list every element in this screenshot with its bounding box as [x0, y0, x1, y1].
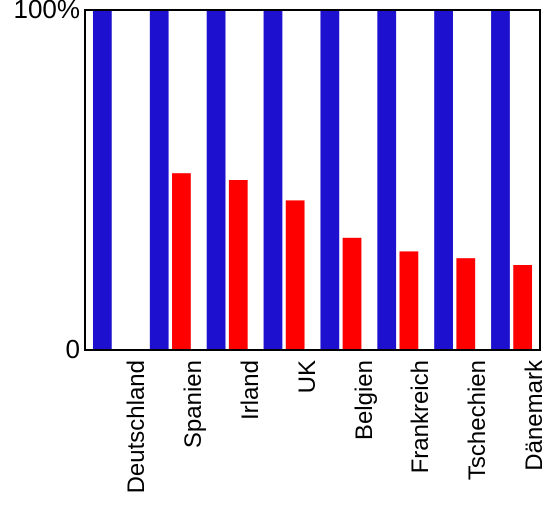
bar-red_series-5 — [400, 251, 419, 350]
bar-blue_series-3 — [264, 10, 283, 350]
x-axis-label: Belgien — [351, 360, 379, 440]
x-axis-label: Irland — [237, 360, 265, 420]
x-axis-label: Deutschland — [123, 360, 151, 493]
bar-blue_series-2 — [207, 10, 226, 350]
x-axis-label: Spanien — [180, 360, 208, 448]
y-axis-label: 0 — [66, 334, 80, 365]
bar-blue_series-4 — [320, 10, 339, 350]
bar-red_series-3 — [286, 200, 305, 350]
bar-red_series-7 — [513, 265, 532, 350]
bar-blue_series-6 — [434, 10, 453, 350]
x-axis-label: Tschechien — [464, 360, 492, 480]
bar-red_series-1 — [172, 173, 191, 350]
bar-red_series-6 — [456, 258, 475, 350]
x-axis-label: Dänemark — [521, 360, 549, 471]
y-axis-label: 100% — [14, 0, 81, 25]
x-axis-label: UK — [294, 360, 322, 393]
bar-red_series-2 — [229, 180, 248, 350]
bar-chart: 100% 0 Deutschland Spanien Irland UK Belgien Fr… — [0, 0, 555, 524]
bar-blue_series-0 — [93, 10, 112, 350]
bar-red_series-4 — [343, 238, 362, 350]
x-axis-label: Frankreich — [407, 360, 435, 473]
bar-blue_series-5 — [377, 10, 396, 350]
bar-blue_series-1 — [150, 10, 169, 350]
bar-blue_series-7 — [491, 10, 510, 350]
